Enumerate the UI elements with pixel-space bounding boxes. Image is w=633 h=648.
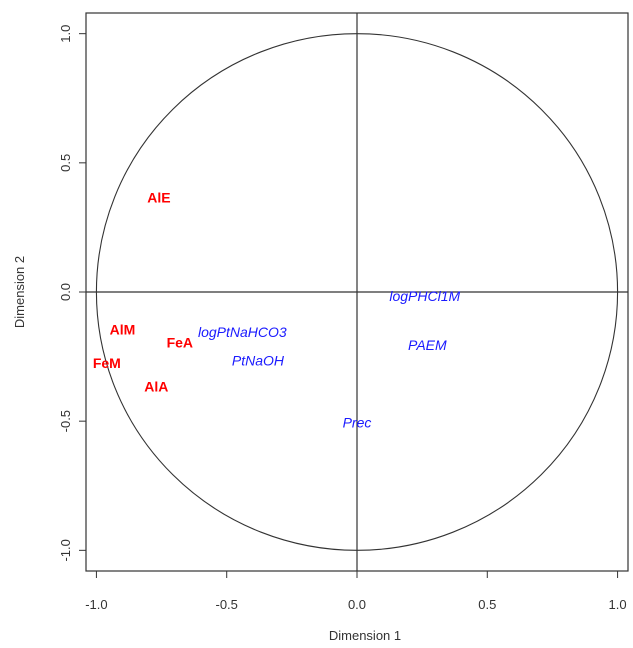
ticks-layer: -1.0 -0.5 0.0 0.5 1.0 -1.0 -0.5 0.0 0.5 1.0 — [58, 25, 627, 612]
y-tick-label: 0.5 — [58, 154, 73, 172]
point-label-ale: AlE — [147, 190, 170, 206]
y-tick-label: -1.0 — [58, 539, 73, 561]
y-axis-title: Dimension 2 — [12, 256, 27, 328]
point-label-logphcl1m: logPHCl1M — [389, 288, 460, 304]
y-tick-label: -0.5 — [58, 410, 73, 432]
x-tick-label: -1.0 — [85, 597, 107, 612]
y-tick-label: 0.0 — [58, 283, 73, 301]
y-tick-label: 1.0 — [58, 25, 73, 43]
x-tick-label: 0.5 — [478, 597, 496, 612]
plot-layer: AlE AlM FeA FeM AlA logPHCl1M logPtNaHCO3 PtNaO… — [86, 13, 628, 571]
point-label-logptnahco3: logPtNaHCO3 — [198, 324, 287, 340]
point-label-paem: PAEM — [408, 337, 447, 353]
point-label-prec: Prec — [343, 414, 372, 430]
x-axis-title: Dimension 1 — [329, 628, 401, 643]
point-label-fem: FeM — [93, 355, 121, 371]
point-label-alm: AlM — [110, 321, 136, 337]
x-tick-label: 0.0 — [348, 597, 366, 612]
point-label-ptnaoh: PtNaOH — [232, 352, 285, 368]
point-label-fea: FeA — [167, 334, 193, 350]
x-tick-label: -0.5 — [216, 597, 238, 612]
x-tick-label: 1.0 — [609, 597, 627, 612]
point-label-ala: AlA — [144, 378, 168, 394]
